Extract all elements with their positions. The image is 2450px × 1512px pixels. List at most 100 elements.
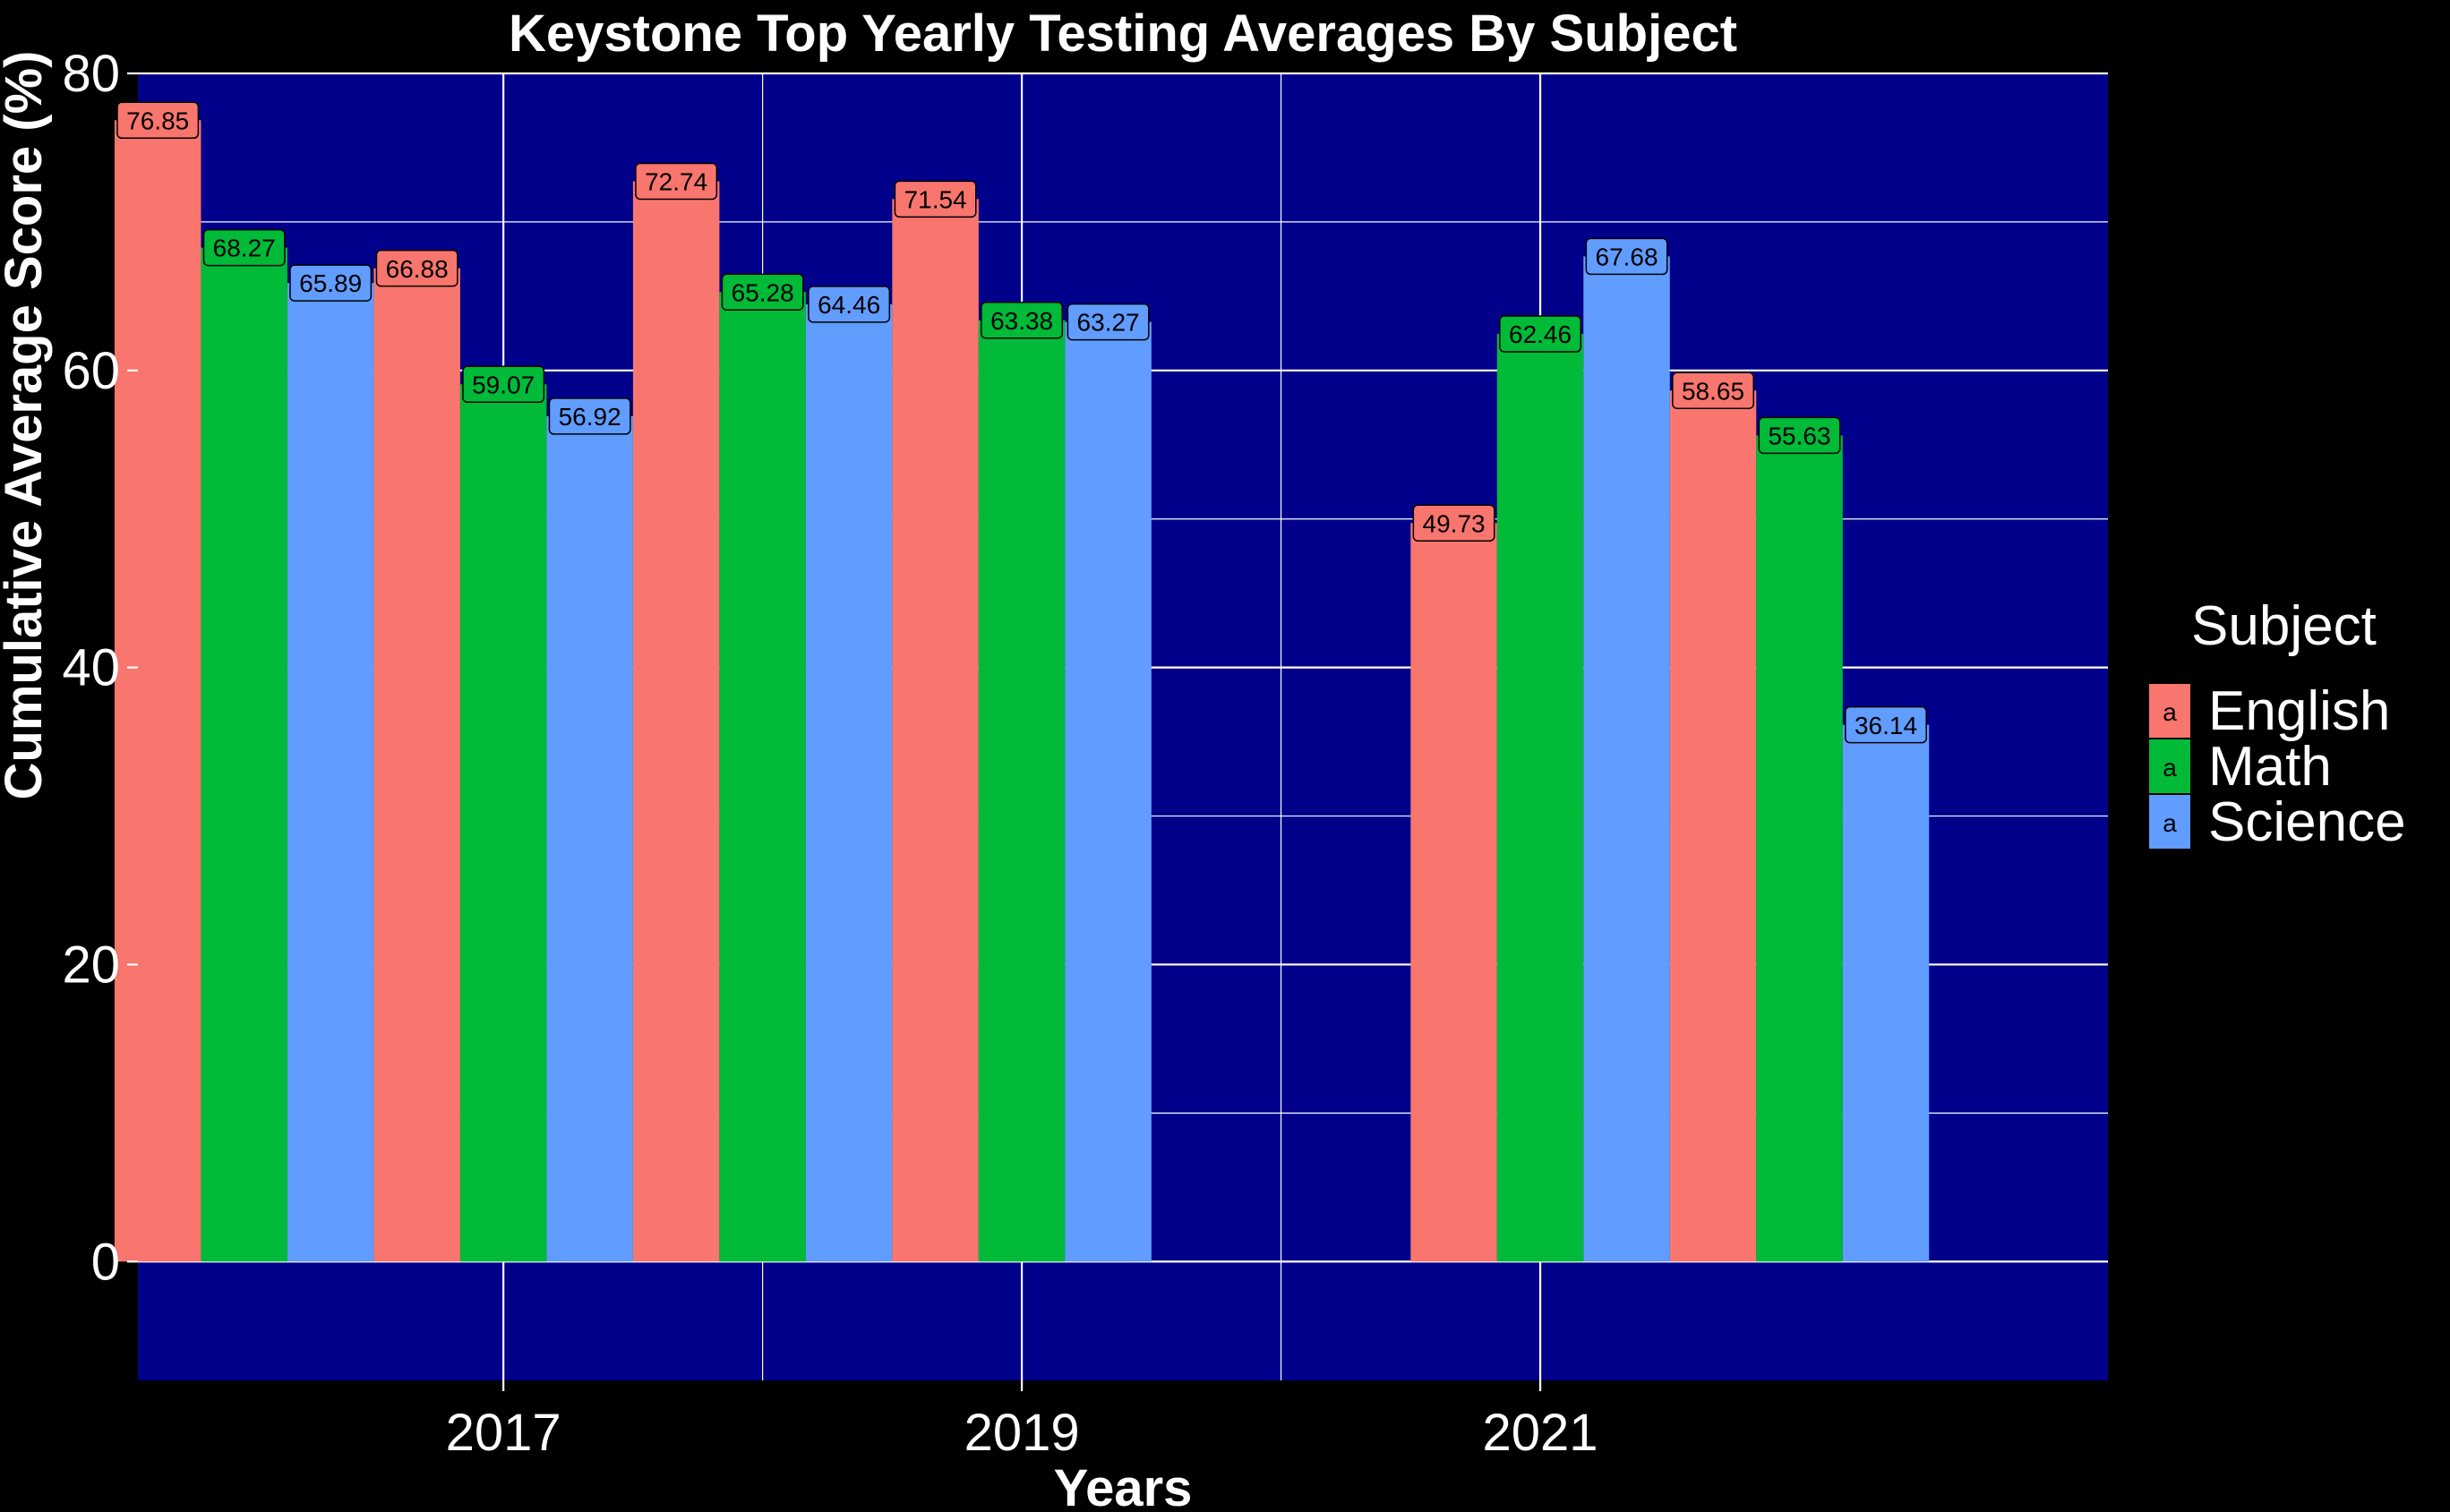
x-tick-label: 2019	[964, 1404, 1080, 1462]
bar-math-2021	[1496, 334, 1584, 1262]
data-label-science-2016: 65.89	[289, 264, 373, 302]
data-label-box	[635, 162, 718, 201]
data-label-text: 56.92	[559, 403, 621, 431]
data-label-text: 58.65	[1682, 377, 1744, 405]
bar-math-2019	[978, 320, 1066, 1262]
bar-english-2016	[114, 120, 201, 1262]
bars	[114, 120, 1930, 1262]
bar-science-2021	[1583, 256, 1670, 1262]
data-label-text: 72.74	[645, 168, 707, 196]
data-labels: 76.85 66.88 72.74 71.54 49.73 58.65 68.27 59.07…	[116, 101, 1927, 744]
data-label-math-2019: 63.38	[981, 301, 1064, 339]
bar-math-2022	[1756, 435, 1843, 1262]
data-label-math-2017: 59.07	[462, 365, 545, 403]
data-label-text: 71.54	[904, 185, 967, 213]
bar-math-2018	[719, 292, 806, 1262]
data-label-box	[116, 101, 200, 140]
bar-science-2022	[1842, 724, 1930, 1262]
legend: Subject a English a Math a Science	[2149, 595, 2406, 853]
x-tick-label: 2021	[1483, 1404, 1598, 1462]
data-label-box	[1672, 372, 1754, 409]
legend-title: Subject	[2191, 595, 2377, 657]
chart-title: Keystone Top Yearly Testing Averages By …	[509, 4, 1737, 63]
data-label-box	[202, 228, 286, 267]
data-label-box	[1499, 315, 1582, 353]
legend-key-glyph: a	[2163, 698, 2177, 726]
data-label-box	[462, 365, 545, 403]
data-label-box	[289, 264, 373, 302]
bar-science-2019	[1065, 321, 1152, 1262]
data-label-text: 65.28	[732, 278, 794, 306]
data-label-english-2016: 76.85	[116, 101, 200, 140]
data-label-box	[894, 180, 977, 218]
data-label-math-2018: 65.28	[721, 273, 804, 311]
bar-science-2016	[287, 283, 374, 1262]
data-label-box	[548, 397, 631, 435]
bar-math-2016	[201, 247, 287, 1262]
legend-item-math: a Math	[2149, 736, 2332, 798]
data-label-text: 49.73	[1423, 509, 1486, 537]
bar-english-2022	[1669, 390, 1757, 1262]
bar-science-2017	[546, 415, 633, 1262]
data-label-box	[1845, 705, 1927, 744]
data-label-text: 76.85	[126, 107, 189, 134]
data-label-box	[1067, 303, 1150, 341]
legend-label: English	[2208, 680, 2390, 742]
legend-key	[2149, 739, 2190, 793]
data-label-math-2021: 62.46	[1499, 315, 1582, 353]
y-tick-label: 20	[62, 935, 120, 994]
data-label-text: 55.63	[1768, 422, 1830, 449]
data-label-text: 36.14	[1855, 712, 1917, 739]
data-label-box	[375, 249, 458, 287]
legend-label: Science	[2208, 791, 2406, 853]
data-label-english-2017: 66.88	[375, 249, 458, 287]
data-label-box	[808, 286, 891, 323]
data-label-text: 66.88	[386, 255, 449, 283]
axes: 0 20 40 60 80 2017 2019 2021	[62, 45, 1598, 1462]
data-label-box	[721, 273, 804, 311]
data-label-box	[981, 301, 1064, 339]
data-label-english-2018: 72.74	[635, 162, 718, 201]
data-label-text: 64.46	[818, 291, 880, 319]
legend-key	[2149, 795, 2190, 849]
data-label-english-2019: 71.54	[894, 180, 977, 218]
bar-math-2017	[459, 384, 547, 1262]
legend-item-english: a English	[2149, 680, 2390, 742]
data-label-science-2019: 63.27	[1067, 303, 1150, 341]
data-label-text: 67.68	[1596, 243, 1658, 270]
legend-key-glyph: a	[2163, 754, 2177, 782]
data-label-english-2022: 58.65	[1672, 372, 1754, 409]
bar-science-2018	[805, 303, 893, 1262]
bar-english-2017	[373, 268, 460, 1262]
y-tick-label: 0	[91, 1233, 120, 1291]
data-label-box	[1758, 416, 1841, 455]
data-label-text: 59.07	[472, 371, 535, 398]
data-label-science-2022: 36.14	[1845, 705, 1927, 744]
x-axis-title: Years	[1054, 1459, 1193, 1512]
data-label-math-2022: 55.63	[1758, 416, 1841, 455]
y-tick-label: 80	[62, 45, 120, 103]
data-label-box	[1412, 504, 1495, 542]
data-label-science-2021: 67.68	[1585, 237, 1668, 276]
data-label-text: 62.46	[1509, 320, 1572, 348]
data-label-science-2017: 56.92	[548, 397, 631, 435]
bar-english-2019	[892, 199, 979, 1262]
y-tick-label: 60	[62, 342, 120, 400]
legend-label: Math	[2208, 736, 2332, 798]
data-label-english-2021: 49.73	[1412, 504, 1495, 542]
legend-key	[2149, 684, 2190, 738]
y-tick-label: 40	[62, 639, 120, 697]
x-tick-label: 2017	[446, 1404, 561, 1462]
bar-english-2018	[632, 181, 720, 1262]
legend-key-glyph: a	[2163, 809, 2177, 837]
data-label-math-2016: 68.27	[202, 228, 286, 267]
bar-english-2021	[1410, 523, 1497, 1262]
data-label-box	[1585, 237, 1668, 276]
data-label-text: 68.27	[213, 235, 276, 262]
data-label-science-2018: 64.46	[808, 286, 891, 323]
y-axis-title: Cumulative Average Score (%)	[0, 51, 53, 800]
legend-item-science: a Science	[2149, 791, 2406, 853]
data-label-text: 63.27	[1077, 309, 1140, 337]
data-label-text: 65.89	[299, 269, 362, 297]
